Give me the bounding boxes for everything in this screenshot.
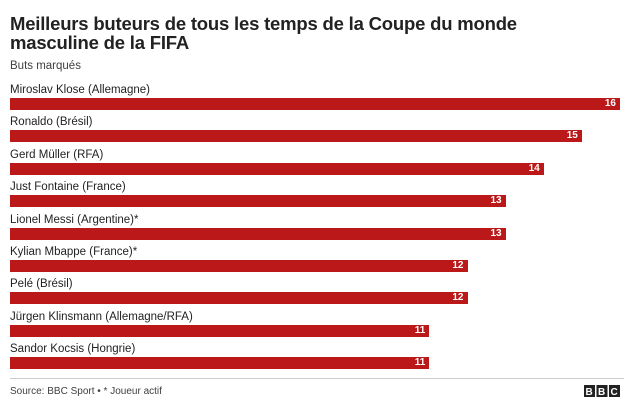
category-label: Miroslav Klose (Allemagne) [10,84,150,96]
source-note: Source: BBC Sport • * Joueur actif [10,386,162,397]
logo-text: BBC [586,387,621,397]
value-label: 13 [490,227,502,239]
value-label: 12 [452,292,464,304]
value-label: 11 [414,357,426,369]
chart-subtitle: Buts marqués [10,60,81,72]
category-label: Lionel Messi (Argentine)* [10,213,139,226]
bar: 14 [10,162,544,175]
category-label: Gerd Müller (RFA) [10,148,104,161]
category-label: Ronaldo (Brésil) [10,116,93,129]
divider [10,378,624,379]
category-label: Just Fontaine (France) [10,181,126,194]
value-label: 14 [528,162,540,174]
category-label: Sandor Kocsis (Hongrie) [10,343,136,356]
bar: 12 [10,292,468,305]
value-label: 15 [566,130,578,142]
value-label: 11 [414,324,426,336]
category-label: Pelé (Brésil) [10,278,73,291]
bar: 15 [10,130,582,143]
value-label: 12 [452,260,464,271]
bar: 16 [10,98,620,110]
logo: BBC [584,385,620,397]
bar: 12 [10,260,468,272]
bar: 13 [10,227,506,240]
bar: 11 [10,324,430,337]
bar: 13 [10,195,506,208]
value-label: 16 [604,98,616,109]
value-label: 13 [490,195,502,207]
bar: 11 [10,357,430,370]
chart-title: Meilleurs buteurs de tous les temps de l… [10,13,517,53]
category-label: Kylian Mbappe (France)* [10,246,138,258]
category-label: Jürgen Klinsmann (Allemagne/RFA) [10,310,193,323]
